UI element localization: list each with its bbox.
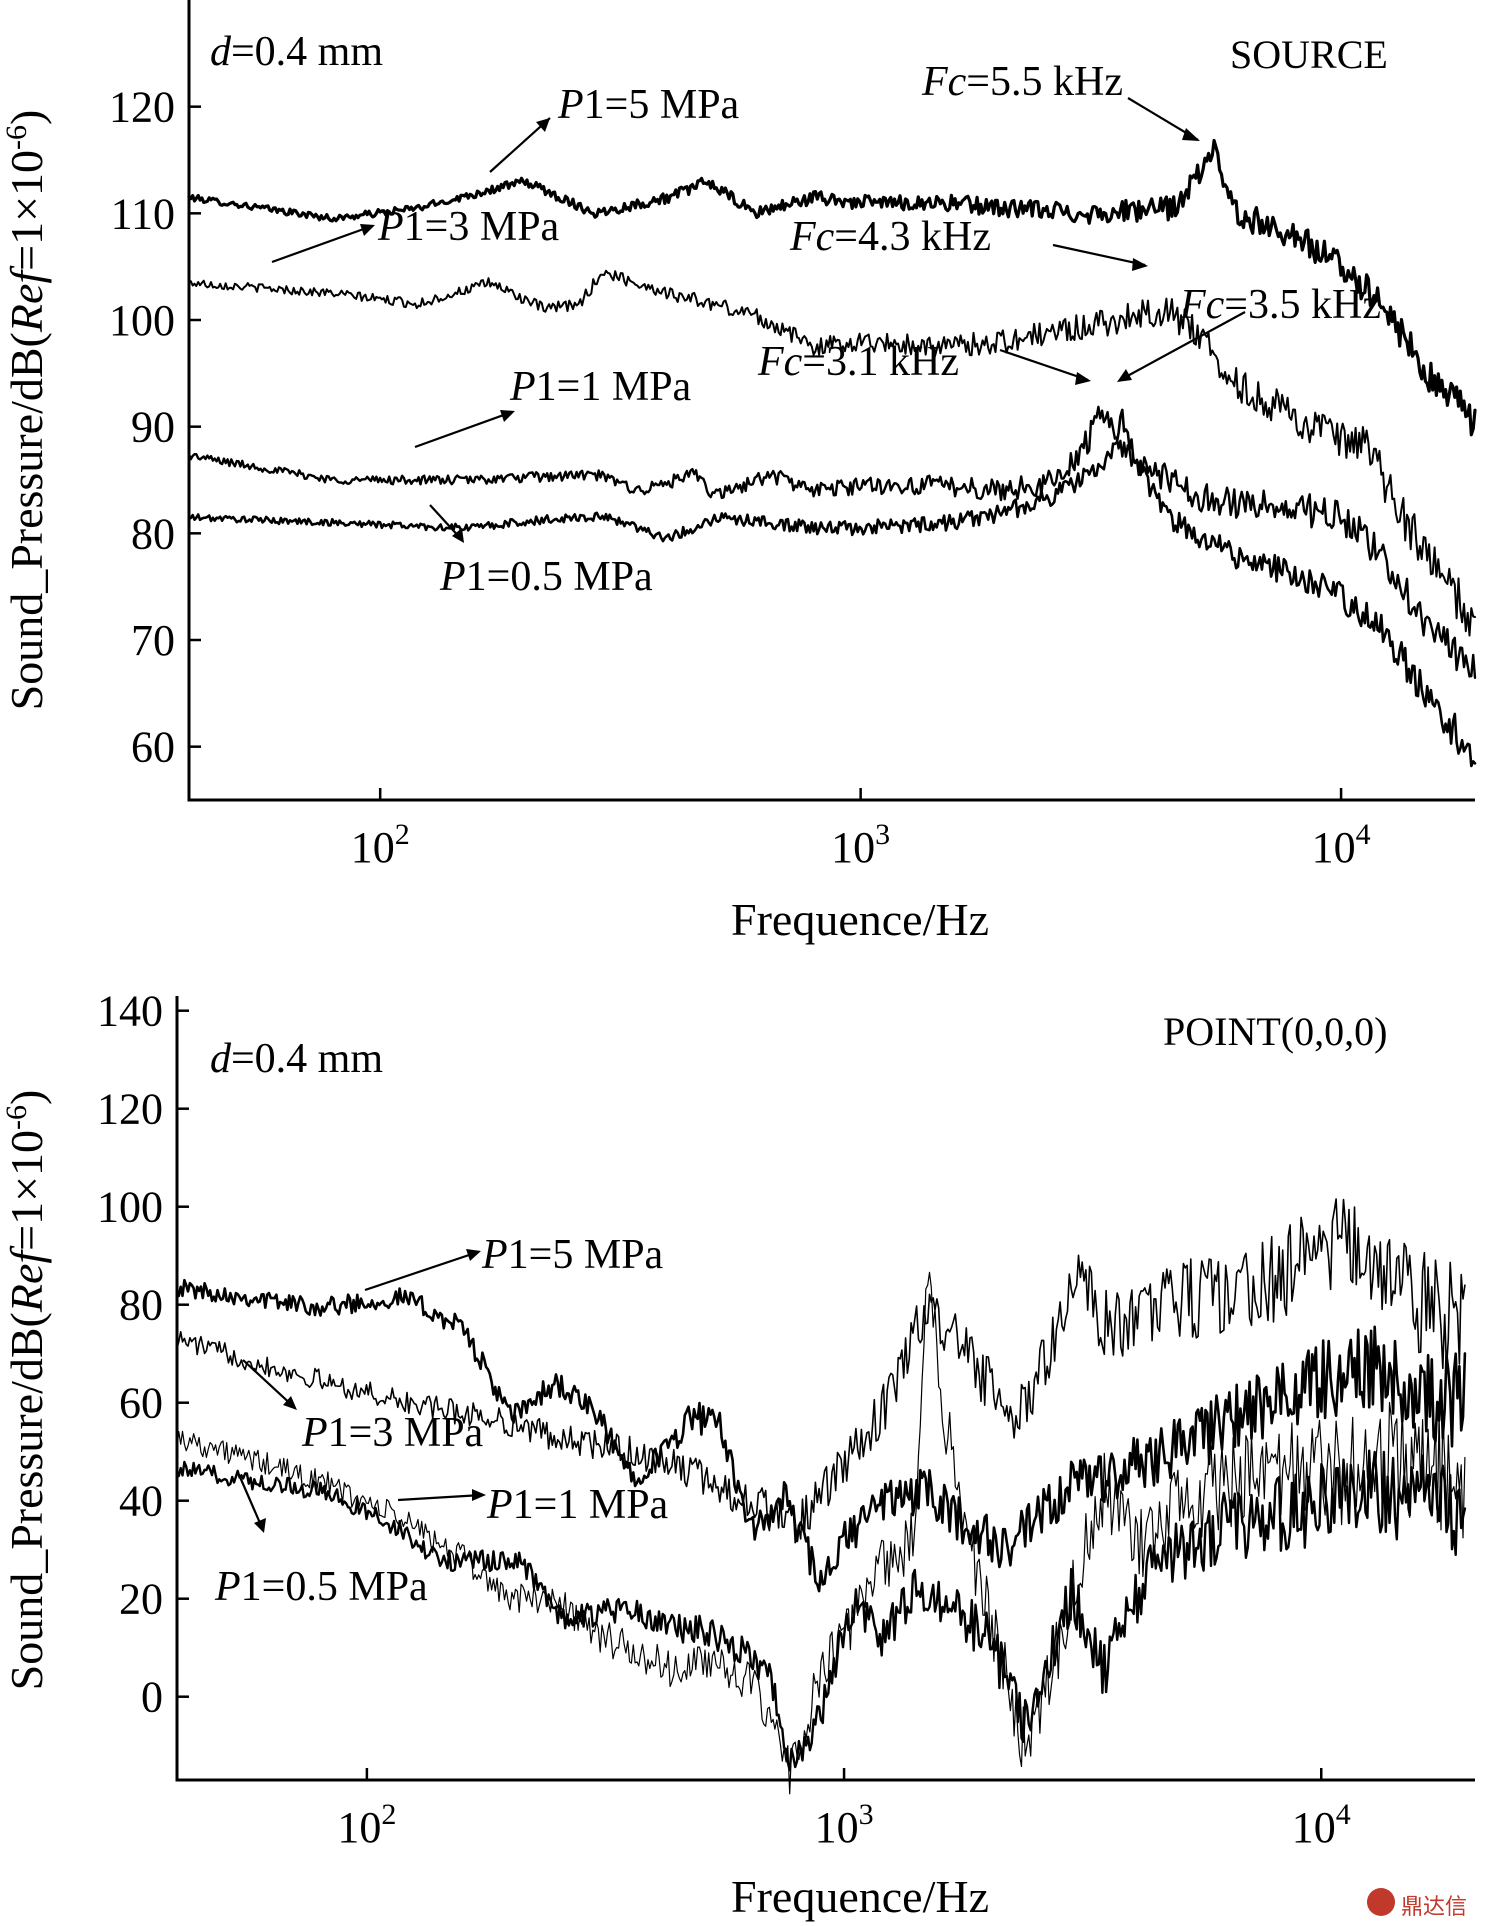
top-panel-title: SOURCE <box>1230 32 1388 77</box>
y-tick-label: 120 <box>97 1085 163 1134</box>
bottom-axes-frame <box>175 996 1475 1782</box>
series-line-p1-3-mpa <box>176 1198 1466 1544</box>
top-annotation-fc-3-1: Fc=3.1 kHz <box>757 339 1091 385</box>
bottom-panel-title: POINT(0,0,0) <box>1163 1009 1387 1054</box>
y-tick-label: 120 <box>109 83 175 132</box>
y-tick-label: 0 <box>141 1673 163 1722</box>
y-tick-label: 100 <box>109 296 175 345</box>
y-tick-label: 70 <box>131 616 175 665</box>
y-tick-label: 80 <box>131 509 175 558</box>
top-annotation-p1-5: P1=5 MPa <box>489 82 740 173</box>
source-panel: 60 70 80 90 100 110 120 102 103 104 d=0.4 mm SOU… <box>0 0 1477 945</box>
x-tick-label: 104 <box>1312 818 1371 872</box>
svg-text:P1=3 MPa: P1=3 MPa <box>377 204 560 250</box>
svg-text:Fc=5.5 kHz: Fc=5.5 kHz <box>921 59 1123 105</box>
svg-text:P1=0.5 MPa: P1=0.5 MPa <box>439 554 653 600</box>
x-tick-label: 102 <box>337 1798 396 1852</box>
svg-text:P1=0.5 MPa: P1=0.5 MPa <box>214 1564 428 1610</box>
top-series-group <box>187 138 1477 768</box>
bottom-annotation-p1-1: P1=1 MPa <box>397 1482 669 1528</box>
y-tick-label: 90 <box>131 403 175 452</box>
y-tick-label: 60 <box>119 1379 163 1428</box>
top-thickness-label: d=0.4 mm <box>210 29 383 75</box>
bottom-annotation-p1-3: P1=3 MPa <box>242 1359 484 1456</box>
bottom-series-group <box>175 1198 1467 1795</box>
top-annotation-p1-3: P1=3 MPa <box>271 204 560 264</box>
svg-text:P1=1 MPa: P1=1 MPa <box>509 364 692 410</box>
bottom-y-axis-label: Sound_Pressure/dB(Ref=1×10-6) <box>0 1090 52 1691</box>
bottom-annotation-p1-0-5: P1=0.5 MPa <box>214 1476 428 1610</box>
top-y-axis-label: Sound_Pressure/dB(Ref=1×10-6) <box>0 110 52 711</box>
point-panel: 0 20 40 60 80 100 120 140 102 103 104 d=0.4 mm PO… <box>0 987 1475 1922</box>
watermark-logo-icon <box>1367 1888 1395 1916</box>
top-axes-frame <box>187 0 1475 802</box>
svg-text:P1=5 MPa: P1=5 MPa <box>557 82 740 128</box>
top-annotation-p1-0-5: P1=0.5 MPa <box>429 504 653 600</box>
svg-text:Fc=3.5 kHz: Fc=3.5 kHz <box>1179 282 1381 328</box>
top-annotation-fc-4-3: Fc=4.3 kHz <box>789 214 1148 271</box>
y-tick-label: 100 <box>97 1183 163 1232</box>
svg-text:Fc=4.3 kHz: Fc=4.3 kHz <box>789 214 991 260</box>
series-line-p1-0-5-mpa <box>175 1449 1467 1772</box>
x-tick-label: 104 <box>1292 1798 1351 1852</box>
series-line-p1-3-mpa <box>188 269 1476 637</box>
y-tick-label: 40 <box>119 1477 163 1526</box>
bottom-thickness-label: d=0.4 mm <box>210 1036 383 1082</box>
top-annotation-p1-1: P1=1 MPa <box>414 364 692 449</box>
svg-text:P1=5 MPa: P1=5 MPa <box>481 1232 664 1278</box>
bottom-annotation-p1-5: P1=5 MPa <box>364 1232 664 1292</box>
series-line-p1-5-mpa <box>175 1278 1467 1593</box>
watermark-text: 鼎达信 <box>1401 1895 1468 1920</box>
y-tick-label: 110 <box>111 189 175 238</box>
bottom-x-ticks: 102 103 104 <box>337 1768 1351 1852</box>
y-tick-label: 60 <box>131 723 175 772</box>
svg-text:P1=3 MPa: P1=3 MPa <box>301 1410 484 1456</box>
svg-text:Fc=3.1 kHz: Fc=3.1 kHz <box>757 339 959 385</box>
x-tick-label: 103 <box>831 818 890 872</box>
y-tick-label: 140 <box>97 987 163 1036</box>
top-annotation-fc-3-5: Fc=3.5 kHz <box>1117 282 1381 382</box>
series-line-p1-5-mpa <box>187 138 1477 437</box>
top-x-ticks: 102 103 104 <box>351 788 1371 872</box>
series-line-p1-1-mpa <box>187 405 1477 679</box>
series-line-p1-1-mpa <box>176 1271 1466 1795</box>
y-tick-label: 80 <box>119 1281 163 1330</box>
y-tick-label: 20 <box>119 1575 163 1624</box>
top-x-axis-label: Frequence/Hz <box>731 894 989 945</box>
svg-text:P1=1 MPa: P1=1 MPa <box>486 1482 669 1528</box>
x-tick-label: 103 <box>815 1798 874 1852</box>
top-y-ticks: 60 70 80 90 100 110 120 <box>109 83 201 772</box>
watermark: 鼎达信 <box>1363 1882 1483 1922</box>
bottom-y-ticks: 0 20 40 60 80 100 120 140 <box>97 987 189 1722</box>
top-annotation-fc-5-5: Fc=5.5 kHz <box>921 59 1200 141</box>
bottom-x-axis-label: Frequence/Hz <box>731 1871 989 1922</box>
series-line-p1-0-5-mpa <box>187 408 1477 768</box>
x-tick-label: 102 <box>351 818 410 872</box>
